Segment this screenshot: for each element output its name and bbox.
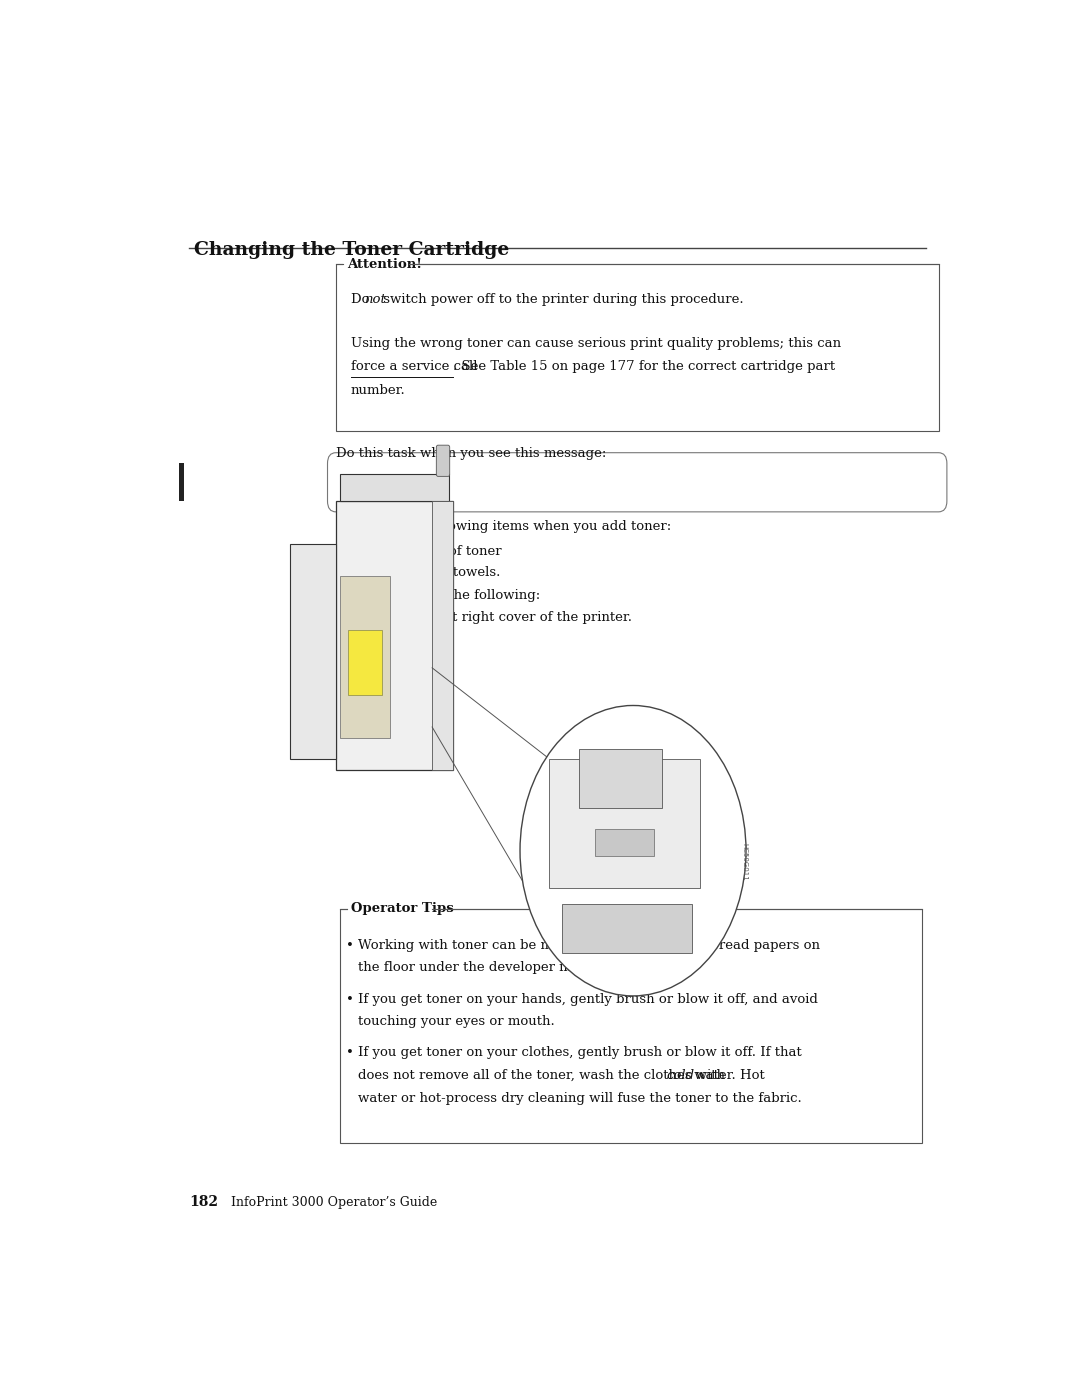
Text: the floor under the developer inlet to catch spills.: the floor under the developer inlet to c… xyxy=(359,961,691,975)
FancyBboxPatch shape xyxy=(327,453,947,511)
FancyBboxPatch shape xyxy=(432,502,454,770)
Text: does not remove all of the toner, wash the clothes with: does not remove all of the toner, wash t… xyxy=(359,1069,730,1083)
Text: 1.: 1. xyxy=(342,610,355,623)
Text: number.: number. xyxy=(351,384,406,397)
Text: . See Table 15 on page 177 for the correct cartridge part: . See Table 15 on page 177 for the corre… xyxy=(454,360,835,373)
FancyBboxPatch shape xyxy=(595,830,653,856)
Text: •: • xyxy=(339,566,347,578)
Text: switch power off to the printer during this procedure.: switch power off to the printer during t… xyxy=(379,293,743,306)
Text: 182: 182 xyxy=(189,1194,218,1208)
FancyBboxPatch shape xyxy=(340,909,922,1143)
FancyBboxPatch shape xyxy=(579,749,662,807)
Bar xyxy=(348,901,440,915)
Text: Cloth or paper towels.: Cloth or paper towels. xyxy=(351,566,500,578)
Text: touching your eyes or mouth.: touching your eyes or mouth. xyxy=(359,1016,555,1028)
Text: water. Hot: water. Hot xyxy=(690,1069,765,1083)
Text: ADD TONER 0786: ADD TONER 0786 xyxy=(349,478,443,488)
Text: Working with toner can be messy. You may want to spread papers on: Working with toner can be messy. You may… xyxy=(359,939,821,951)
Text: Attention!: Attention! xyxy=(347,258,422,271)
FancyBboxPatch shape xyxy=(289,545,336,760)
Text: Do: Do xyxy=(351,293,374,306)
FancyBboxPatch shape xyxy=(336,502,454,770)
FancyBboxPatch shape xyxy=(340,474,449,502)
Text: Open the front right cover of the printer.: Open the front right cover of the printe… xyxy=(360,610,632,623)
Text: Using the wrong toner can cause serious print quality problems; this can: Using the wrong toner can cause serious … xyxy=(351,337,841,349)
Text: water or hot-process dry cleaning will fuse the toner to the fabric.: water or hot-process dry cleaning will f… xyxy=(359,1091,802,1105)
Text: Operator Tips: Operator Tips xyxy=(351,902,454,915)
Text: One cartridge of toner: One cartridge of toner xyxy=(351,545,501,559)
Text: •: • xyxy=(339,545,347,559)
Bar xyxy=(179,464,184,502)
Text: Changing the Toner Cartridge: Changing the Toner Cartridge xyxy=(193,242,509,258)
Text: You need the following items when you add toner:: You need the following items when you ad… xyxy=(336,520,671,534)
FancyBboxPatch shape xyxy=(336,264,939,432)
Text: InfoPrint 3000 Operator’s Guide: InfoPrint 3000 Operator’s Guide xyxy=(231,1196,437,1208)
Text: •: • xyxy=(346,993,354,1006)
FancyBboxPatch shape xyxy=(349,630,382,694)
FancyBboxPatch shape xyxy=(550,760,700,888)
Text: If you get toner on your hands, gently brush or blow it off, and avoid: If you get toner on your hands, gently b… xyxy=(359,993,819,1006)
Text: •: • xyxy=(346,1046,354,1059)
Circle shape xyxy=(521,705,746,996)
Text: If you get toner on your clothes, gently brush or blow it off. If that: If you get toner on your clothes, gently… xyxy=(359,1046,802,1059)
Bar xyxy=(343,257,415,271)
FancyBboxPatch shape xyxy=(340,577,390,738)
Text: Do this task when you see this message:: Do this task when you see this message: xyxy=(336,447,606,460)
Text: force a service call: force a service call xyxy=(351,360,477,373)
Text: To add toner, do the following:: To add toner, do the following: xyxy=(336,590,540,602)
Text: •: • xyxy=(346,939,354,951)
Text: not: not xyxy=(364,293,387,306)
FancyBboxPatch shape xyxy=(562,904,691,953)
Text: cold: cold xyxy=(666,1069,694,1083)
Text: HC50G011: HC50G011 xyxy=(742,842,747,880)
FancyBboxPatch shape xyxy=(436,446,449,476)
